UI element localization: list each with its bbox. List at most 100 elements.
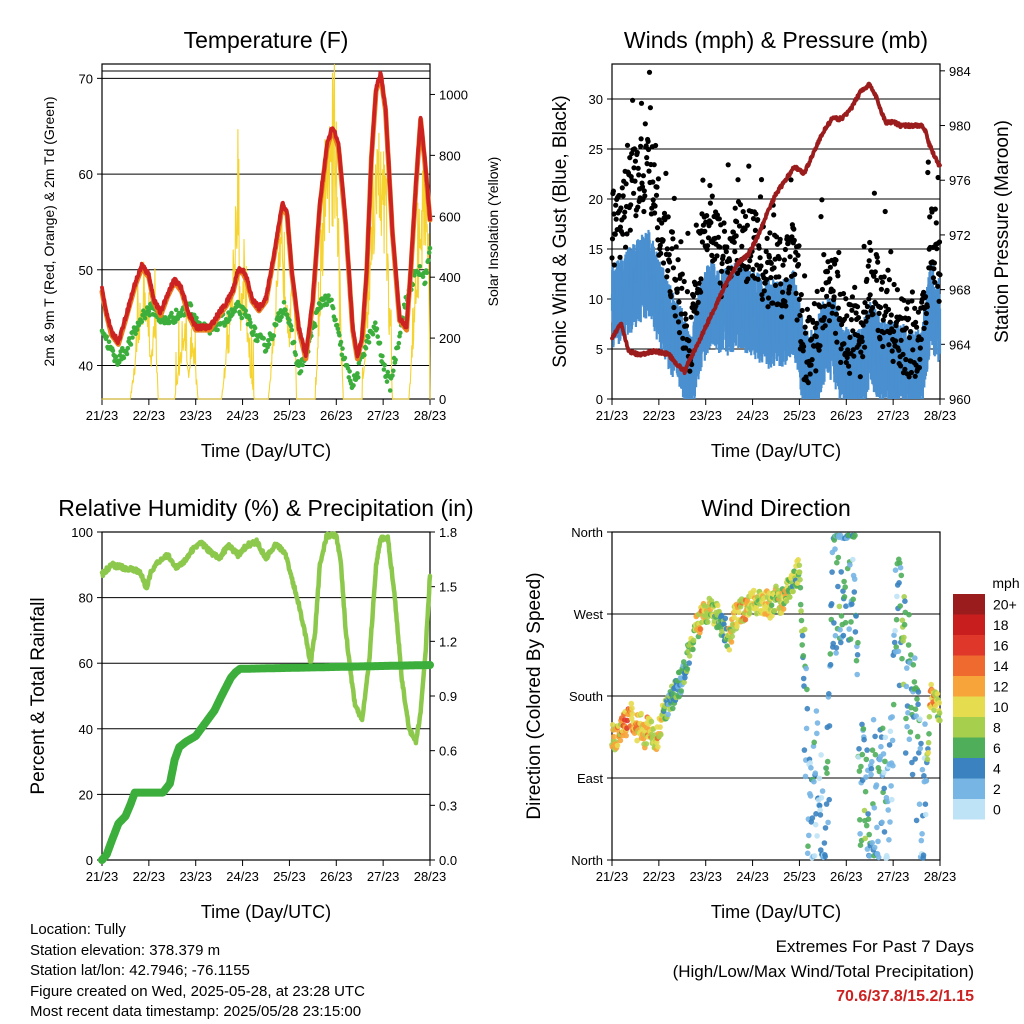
dewpoint-point	[293, 352, 299, 358]
gust-point	[857, 374, 863, 380]
gust-point	[888, 312, 894, 318]
dewpoint-point	[426, 250, 432, 255]
x-tick-label: 27/23	[367, 869, 400, 884]
gust-point	[689, 361, 695, 368]
colorbar-tick-label: 8	[993, 719, 1001, 735]
gust-point	[734, 219, 740, 225]
direction-point	[925, 749, 932, 756]
direction-point	[889, 714, 895, 720]
right-y-tick-label: 0	[439, 392, 446, 407]
gust-point	[761, 288, 767, 294]
gust-point	[686, 348, 692, 354]
dewpoint-point	[412, 273, 417, 278]
gust-point	[779, 314, 785, 320]
gust-point	[898, 363, 904, 369]
direction-point	[901, 634, 907, 641]
direction-point	[936, 710, 943, 716]
direction-point	[919, 831, 925, 837]
gust-point	[768, 260, 774, 266]
dewpoint-point	[243, 308, 248, 314]
gust-point	[675, 286, 681, 292]
gust-point	[835, 273, 841, 279]
gust-point	[835, 305, 841, 311]
gust-point	[831, 294, 837, 300]
direction-point	[805, 843, 811, 849]
gust-point	[859, 338, 865, 344]
x-tick-label: 21/23	[596, 869, 629, 884]
gust-point	[846, 363, 852, 369]
direction-point	[871, 844, 878, 851]
dewpoint-point	[318, 305, 324, 310]
direction-point	[888, 783, 894, 789]
dewpoint-point	[351, 383, 356, 388]
gust-point	[759, 296, 766, 302]
gust-point	[668, 293, 674, 300]
gust-point	[609, 255, 615, 261]
direction-point	[912, 706, 919, 712]
direction-point	[842, 619, 849, 626]
direction-point	[889, 796, 895, 803]
gust-point	[719, 268, 725, 274]
direction-point	[866, 853, 873, 859]
y-tick-label: 30	[589, 92, 603, 107]
direction-point	[936, 700, 942, 706]
gust-point	[640, 173, 647, 179]
dewpoint-point	[130, 335, 135, 340]
direction-point	[811, 853, 818, 859]
gust-point	[705, 243, 711, 249]
gust-point	[773, 234, 780, 240]
direction-point	[814, 730, 820, 737]
direction-point	[913, 817, 920, 824]
direction-point	[864, 747, 870, 753]
direction-point	[806, 832, 812, 839]
x-tick-label: 24/23	[226, 408, 259, 423]
gust-point	[855, 315, 862, 321]
colorbar-swatch	[953, 594, 985, 615]
gust-point	[669, 246, 675, 252]
dewpoint-point	[366, 334, 371, 340]
direction-point	[843, 603, 849, 609]
gust-point	[704, 213, 710, 219]
direction-point	[799, 642, 805, 648]
direction-point	[853, 657, 860, 664]
dewpoint-point	[335, 326, 341, 332]
gust-point	[644, 155, 650, 161]
direction-point	[873, 782, 880, 788]
gust-point	[872, 269, 878, 275]
direction-point	[722, 615, 729, 622]
dewpoint-point	[355, 371, 360, 376]
dewpoint-point	[128, 342, 134, 347]
gust-point	[675, 319, 682, 325]
direction-point	[850, 556, 856, 563]
x-tick-label: 22/23	[133, 408, 166, 423]
direction-point	[822, 853, 828, 860]
direction-point	[804, 705, 811, 712]
gust-point	[690, 293, 697, 299]
direction-point	[903, 683, 910, 690]
direction-point	[915, 701, 921, 708]
gust-point	[801, 343, 807, 350]
gust-point	[732, 205, 738, 211]
gust-point	[826, 301, 832, 307]
gust-point	[817, 343, 823, 349]
gust-point	[862, 344, 868, 350]
direction-point	[893, 644, 899, 650]
gust-point	[771, 265, 777, 271]
gust-point	[700, 177, 706, 183]
extremes-title: Extremes For Past 7 Days	[775, 937, 974, 956]
gust-point	[833, 311, 840, 317]
gust-point	[672, 313, 678, 319]
dewpoint-point	[362, 352, 367, 358]
gust-point	[772, 282, 779, 288]
direction-point	[838, 639, 844, 646]
gust-point	[642, 193, 648, 199]
gust-point	[794, 317, 800, 323]
direction-point	[787, 594, 793, 600]
direction-point	[690, 646, 696, 653]
direction-point	[648, 718, 655, 725]
direction-point	[797, 584, 804, 591]
dewpoint-point	[395, 345, 401, 350]
gust-point	[880, 317, 886, 323]
gust-point	[874, 254, 880, 260]
direction-point	[768, 602, 775, 608]
